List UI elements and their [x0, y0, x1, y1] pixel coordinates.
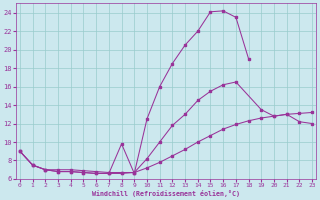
X-axis label: Windchill (Refroidissement éolien,°C): Windchill (Refroidissement éolien,°C) — [92, 190, 240, 197]
